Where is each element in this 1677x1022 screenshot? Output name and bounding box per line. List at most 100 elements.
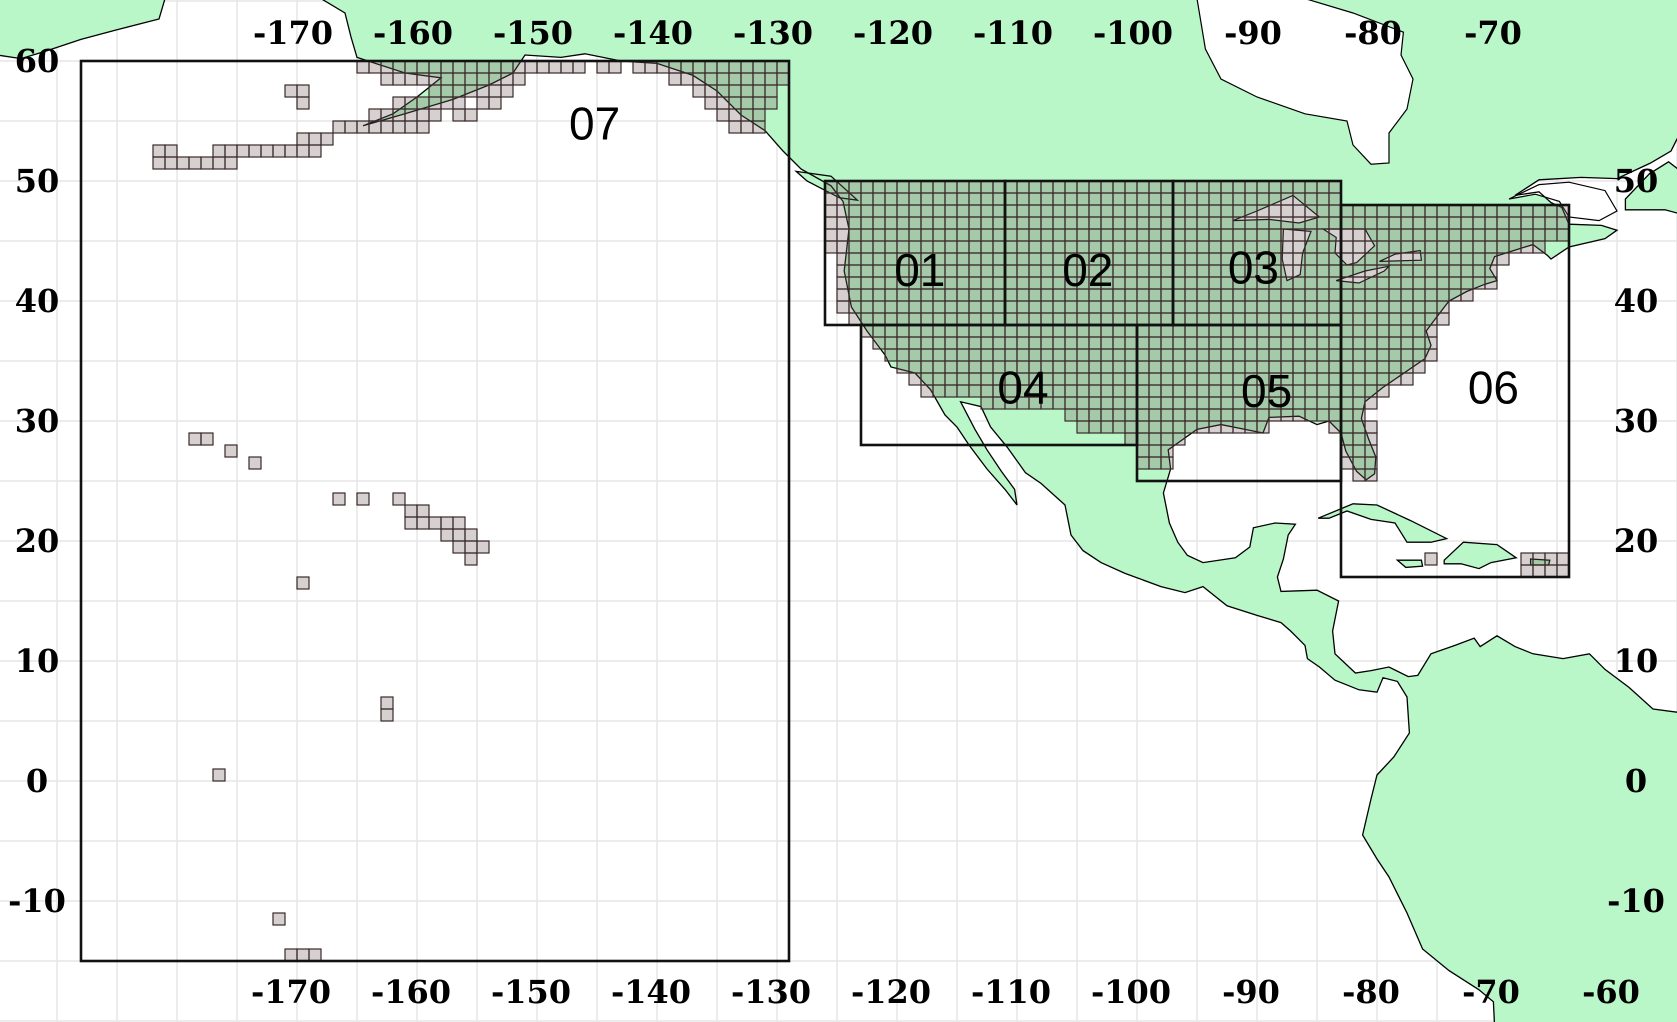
grid-cell bbox=[932, 384, 946, 398]
grid-cell bbox=[1124, 192, 1138, 206]
grid-cell bbox=[1088, 228, 1102, 242]
lon-label-top: -120 bbox=[853, 14, 933, 52]
grid-cell bbox=[1400, 300, 1414, 314]
grid-cell bbox=[1280, 180, 1294, 194]
grid-cell bbox=[380, 60, 394, 74]
grid-cell bbox=[1004, 216, 1018, 230]
grid-cell bbox=[1136, 372, 1150, 386]
grid-cell bbox=[1376, 360, 1390, 374]
grid-cell bbox=[956, 216, 970, 230]
grid-cell bbox=[920, 384, 934, 398]
grid-cell bbox=[1268, 228, 1282, 242]
grid-cell bbox=[1088, 396, 1102, 410]
grid-cell bbox=[392, 492, 406, 506]
grid-cell bbox=[860, 240, 874, 254]
grid-cell bbox=[1124, 228, 1138, 242]
grid-cell bbox=[1052, 180, 1066, 194]
grid-cell bbox=[848, 252, 862, 266]
grid-cell bbox=[1316, 252, 1330, 266]
grid-cell bbox=[1112, 180, 1126, 194]
grid-cell bbox=[1088, 192, 1102, 206]
grid-cell bbox=[1064, 348, 1078, 362]
grid-cell bbox=[1076, 372, 1090, 386]
grid-cell bbox=[1412, 348, 1426, 362]
grid-cell bbox=[1208, 228, 1222, 242]
grid-cell bbox=[1064, 216, 1078, 230]
grid-cell bbox=[1376, 276, 1390, 290]
lon-label-top: -160 bbox=[373, 14, 453, 52]
grid-cell bbox=[1472, 240, 1486, 254]
grid-cell bbox=[1448, 228, 1462, 242]
grid-cell bbox=[1436, 252, 1450, 266]
grid-cell bbox=[1124, 420, 1138, 434]
grid-cell bbox=[404, 120, 418, 134]
grid-cell bbox=[1040, 252, 1054, 266]
grid-cell bbox=[1112, 372, 1126, 386]
grid-cell bbox=[416, 504, 430, 518]
grid-cell bbox=[1304, 336, 1318, 350]
grid-cell bbox=[836, 300, 850, 314]
grid-cell bbox=[896, 324, 910, 338]
grid-cell bbox=[1424, 348, 1438, 362]
grid-cell bbox=[1304, 348, 1318, 362]
grid-cell bbox=[1304, 228, 1318, 242]
grid-cell bbox=[1136, 348, 1150, 362]
lon-label-bottom: -150 bbox=[491, 973, 571, 1011]
grid-cell bbox=[452, 72, 466, 86]
grid-cell bbox=[1148, 348, 1162, 362]
grid-cell bbox=[1400, 240, 1414, 254]
grid-cell bbox=[1136, 360, 1150, 374]
grid-cell bbox=[1148, 192, 1162, 206]
grid-cell bbox=[896, 216, 910, 230]
grid-cell bbox=[1112, 408, 1126, 422]
grid-cell bbox=[908, 300, 922, 314]
grid-cell bbox=[704, 72, 718, 86]
grid-cell bbox=[1400, 288, 1414, 302]
lon-label-bottom: -100 bbox=[1091, 973, 1171, 1011]
grid-cell bbox=[1124, 408, 1138, 422]
lat-label-right: 50 bbox=[1614, 162, 1659, 200]
grid-cell bbox=[272, 912, 286, 926]
grid-cell bbox=[992, 252, 1006, 266]
grid-cell bbox=[956, 312, 970, 326]
grid-cell bbox=[956, 228, 970, 242]
grid-cell bbox=[188, 156, 202, 170]
grid-cell bbox=[1076, 324, 1090, 338]
grid-cell bbox=[1004, 324, 1018, 338]
grid-cell bbox=[1352, 252, 1366, 266]
grid-cell bbox=[920, 372, 934, 386]
grid-cell bbox=[1508, 204, 1522, 218]
grid-cell bbox=[1436, 216, 1450, 230]
grid-cell bbox=[1496, 204, 1510, 218]
grid-cell bbox=[1076, 396, 1090, 410]
grid-cell bbox=[1316, 240, 1330, 254]
grid-cell bbox=[980, 336, 994, 350]
grid-cell bbox=[860, 276, 874, 290]
grid-cell bbox=[1292, 348, 1306, 362]
grid-cell bbox=[1040, 324, 1054, 338]
grid-cell bbox=[956, 264, 970, 278]
grid-cell bbox=[1304, 192, 1318, 206]
grid-cell bbox=[896, 180, 910, 194]
grid-cell bbox=[368, 60, 382, 74]
grid-cell bbox=[1256, 204, 1270, 218]
grid-cell bbox=[1304, 384, 1318, 398]
grid-cell bbox=[1412, 204, 1426, 218]
grid-cell bbox=[1352, 240, 1366, 254]
grid-cell bbox=[1328, 180, 1342, 194]
grid-cell bbox=[1388, 276, 1402, 290]
grid-cell bbox=[236, 144, 250, 158]
grid-cell bbox=[1112, 420, 1126, 434]
grid-cell bbox=[1328, 324, 1342, 338]
grid-cell bbox=[1364, 456, 1378, 470]
grid-cell bbox=[1520, 240, 1534, 254]
grid-cell bbox=[1028, 252, 1042, 266]
grid-cell bbox=[1352, 264, 1366, 278]
grid-cell bbox=[1172, 240, 1186, 254]
grid-cell bbox=[1064, 312, 1078, 326]
grid-cell bbox=[1352, 432, 1366, 446]
grid-cell bbox=[212, 156, 226, 170]
grid-cell bbox=[1244, 336, 1258, 350]
grid-cell bbox=[1232, 192, 1246, 206]
